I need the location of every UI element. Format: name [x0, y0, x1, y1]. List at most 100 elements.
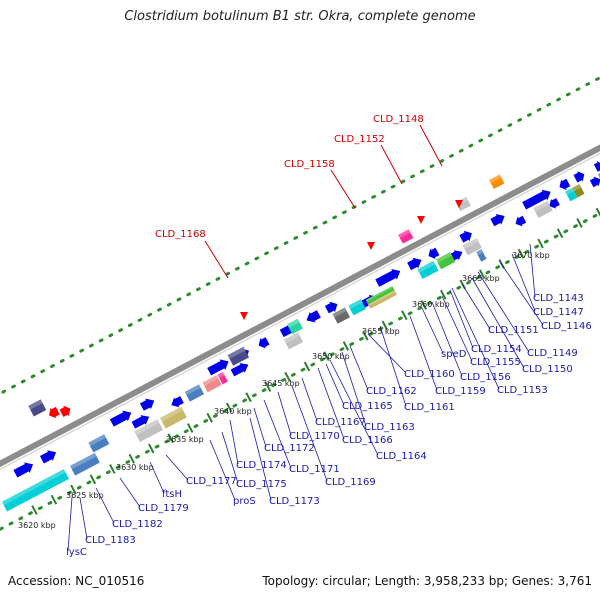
gene-arrow	[139, 398, 155, 411]
gene-arrow	[131, 415, 150, 429]
gene-arrow	[375, 268, 401, 287]
gene-leader-line	[317, 367, 345, 440]
highlight-marker	[417, 216, 425, 224]
gene-leader-line	[209, 439, 236, 501]
scale-tick	[109, 464, 116, 474]
gene-label: CLD_1151	[488, 325, 539, 336]
scale-label: 3645 kbp	[262, 379, 300, 388]
gene-arrow	[490, 213, 505, 227]
gene-leader-line	[263, 399, 292, 469]
gene-arrow	[459, 230, 472, 243]
gene-leader-line	[449, 289, 474, 349]
highlight-gene-label: CLD_1158	[284, 159, 335, 170]
gene-leader-line	[221, 431, 239, 484]
gene-box	[476, 249, 487, 262]
genome-info-text: Topology: circular; Length: 3,958,233 bp…	[262, 574, 592, 588]
gene-label: CLD_1156	[460, 372, 511, 383]
gene-box	[287, 318, 303, 335]
accession-text: Accession: NC_010516	[8, 574, 145, 588]
gene-leader-line	[79, 497, 88, 540]
gene-label: CLD_1146	[541, 321, 592, 332]
scale-tick	[440, 289, 447, 300]
highlight-gene-label: CLD_1152	[334, 134, 385, 145]
gene-label: CLD_1155	[470, 357, 521, 368]
scale-label: 3655 kbp	[362, 327, 400, 336]
gene-leader-line	[67, 496, 73, 552]
gene-box	[134, 419, 163, 443]
scale-tick	[148, 443, 155, 454]
gene-label: CLD_1154	[471, 344, 522, 355]
scale-tick	[128, 453, 136, 464]
gene-leader-line	[477, 271, 530, 353]
gene-leader-line	[409, 315, 438, 391]
gene-box	[572, 184, 585, 198]
gene-label: CLD_1163	[364, 422, 415, 433]
gene-arrow	[549, 198, 560, 209]
gene-arrow	[593, 160, 600, 172]
gene-box	[283, 332, 304, 350]
gene-label: CLD_1173	[269, 496, 320, 507]
highlight-gene-arrow	[59, 405, 71, 417]
gene-leader-line	[277, 391, 292, 436]
highlight-marker	[455, 200, 463, 208]
highlight-leader-line	[204, 240, 229, 279]
gene-leader-line	[301, 377, 318, 422]
gene-arrow	[324, 301, 338, 314]
gene-label: CLD_1175	[236, 479, 287, 490]
gene-arrow	[207, 359, 229, 376]
scale-tick	[50, 494, 58, 505]
gene-box	[365, 285, 395, 305]
highlight-leader-line	[380, 144, 403, 185]
gene-leader-line	[379, 325, 407, 407]
gene-arrow	[39, 450, 57, 464]
scale-tick	[381, 320, 389, 331]
gene-label: CLD_1170	[289, 431, 340, 442]
gene-leader-line	[291, 385, 328, 482]
gene-arrow	[109, 410, 132, 427]
gene-box	[70, 452, 100, 476]
gene-box	[462, 238, 482, 256]
gene-label: CLD_1153	[497, 385, 548, 396]
scale-tick	[420, 300, 427, 310]
scale-tick	[576, 218, 583, 228]
gene-leader-line	[451, 287, 500, 390]
scale-tick	[89, 474, 97, 485]
gene-leader-line	[421, 307, 444, 354]
gene-leader-line	[471, 277, 525, 369]
gene-arrow	[230, 362, 249, 377]
highlight-gene-label: CLD_1148	[373, 114, 424, 125]
gene-box	[368, 290, 397, 309]
gene-label: CLD_1147	[533, 307, 584, 318]
gene-label: CLD_1182	[112, 519, 163, 530]
map-layer: CLD_1168 CLD_1158 CLD_1152 CLD_1148 3620 kbp…	[0, 75, 600, 558]
gene-label: CLD_1150	[522, 364, 573, 375]
gene-box	[417, 260, 439, 280]
scale-tick	[264, 382, 272, 392]
scale-tick	[556, 228, 564, 239]
map-title: Clostridium botulinum B1 str. Okra, comp…	[124, 9, 476, 24]
scale-tick	[362, 330, 369, 341]
gene-box	[565, 187, 578, 202]
gene-leader-line	[325, 363, 345, 406]
scale-tick	[537, 238, 544, 249]
scale-tick	[206, 412, 213, 423]
scale-tick	[517, 248, 525, 259]
scale-tick	[284, 371, 291, 382]
gene-arrow	[258, 337, 270, 349]
gene-leader-line	[367, 333, 407, 374]
gene-box	[88, 434, 110, 453]
scale-label: 3625 kbp	[66, 491, 104, 500]
scale-tick	[167, 433, 174, 444]
gene-arrow	[171, 396, 184, 408]
gene-label: CLD_1166	[342, 435, 393, 446]
gene-box-upper	[398, 229, 414, 244]
scale-label: 3665 kbp	[462, 274, 500, 283]
gene-label: proS	[233, 496, 256, 507]
gene-label: CLD_1164	[376, 451, 427, 462]
gene-box	[348, 299, 366, 316]
gene-label: CLD_1177	[186, 476, 237, 487]
scale-tick	[595, 207, 600, 217]
gene-label: CLD_1167	[315, 417, 366, 428]
gene-box	[202, 375, 222, 393]
